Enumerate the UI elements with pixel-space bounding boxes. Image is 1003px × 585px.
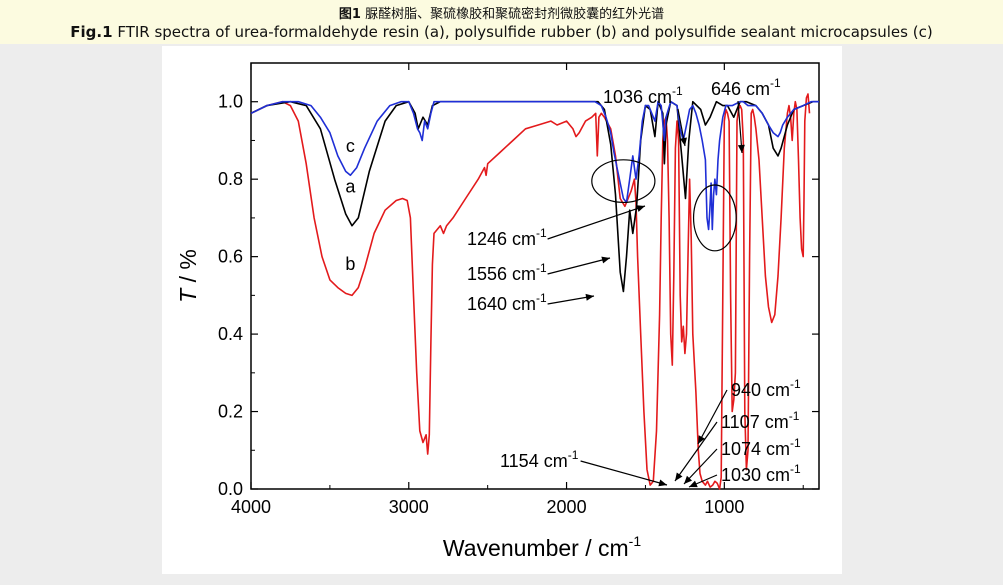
axis-ticks: 4000 3000 2000 1000 0.0 0.2 0.4 0.6 0.8 1.0 <box>218 62 819 517</box>
series-group <box>250 93 819 490</box>
annotation-1074: 1074 cm-1 <box>721 436 801 459</box>
annotation-1107: 1107 cm-1 <box>721 409 800 432</box>
y-tick-label-5: 1.0 <box>218 92 243 112</box>
series-labels: a b c <box>345 136 356 274</box>
series-line-b <box>250 93 811 490</box>
figure-panel: 4000 3000 2000 1000 0.0 0.2 0.4 0.6 0.8 1.0 a b c 1… <box>162 46 842 574</box>
annotation-arrowhead-1154 <box>658 479 667 487</box>
annotation-1640: 1640 cm-1 <box>467 291 547 314</box>
annotation-1154: 1154 cm-1 <box>500 448 579 471</box>
plot-frame <box>250 62 820 490</box>
annotation-arrow-1107 <box>674 421 718 482</box>
series-line-c <box>250 100 819 231</box>
x-tick-label-2000: 2000 <box>547 497 587 517</box>
x-axis-label: Wavenumber / cm-1 <box>443 533 641 561</box>
y-tick-label-1: 0.2 <box>218 402 243 422</box>
annotation-940: 940 cm-1 <box>731 377 801 400</box>
annotation-arrow-1154 <box>580 460 668 486</box>
series-label-b: b <box>345 254 355 274</box>
figure-caption: 图1 脲醛树脂、聚硫橡胶和聚硫密封剂微胶囊的红外光谱 Fig.1 FTIR sp… <box>0 0 1003 44</box>
peak-annotations: 1036 cm-1 646 cm-1 1246 cm-1 1556 cm-1 1640 … <box>467 76 801 488</box>
annotation-1036: 1036 cm-1 <box>603 84 683 107</box>
caption-en-label: Fig.1 <box>70 23 113 41</box>
annotation-arrowhead-1640 <box>585 293 594 301</box>
annotation-arrowhead-1107 <box>675 472 683 481</box>
highlight-ellipses <box>591 159 737 252</box>
annotation-arrowhead-1030 <box>689 480 698 488</box>
ftir-chart: 4000 3000 2000 1000 0.0 0.2 0.4 0.6 0.8 1.0 a b c 1… <box>175 62 820 561</box>
series-label-c: c <box>346 136 355 156</box>
annotation-arrowhead-1556 <box>601 256 610 264</box>
annotation-1246: 1246 cm-1 <box>467 226 547 249</box>
annotation-arrowhead-1074 <box>684 475 693 484</box>
caption-english: Fig.1 FTIR spectra of urea-formaldehyde … <box>0 23 1003 41</box>
annotation-arrowhead-1036 <box>680 137 687 146</box>
annotation-1030: 1030 cm-1 <box>721 462 801 485</box>
series-label-a: a <box>345 177 356 197</box>
annotation-arrowhead-646 <box>737 144 745 153</box>
caption-en-text: FTIR spectra of urea-formaldehyde resin … <box>117 23 933 41</box>
ellipse-1600 <box>591 159 656 204</box>
caption-chinese: 图1 脲醛树脂、聚硫橡胶和聚硫密封剂微胶囊的红外光谱 <box>0 3 1003 22</box>
x-tick-label-4000: 4000 <box>231 497 271 517</box>
annotation-arrow-1246 <box>547 205 646 240</box>
annotation-646: 646 cm-1 <box>711 76 781 99</box>
annotation-arrow-1556 <box>547 257 611 275</box>
x-tick-label-1000: 1000 <box>704 497 744 517</box>
x-tick-label-3000: 3000 <box>389 497 429 517</box>
y-tick-label-3: 0.6 <box>218 247 243 267</box>
annotation-arrow-1074 <box>683 448 718 485</box>
y-tick-label-0: 0.0 <box>218 479 243 499</box>
annotation-1556: 1556 cm-1 <box>467 261 547 284</box>
annotation-arrow-940 <box>697 389 728 445</box>
annotation-arrow-646 <box>737 100 743 154</box>
caption-zh-text: 脲醛树脂、聚硫橡胶和聚硫密封剂微胶囊的红外光谱 <box>365 7 665 22</box>
annotation-arrowhead-1246 <box>636 205 645 212</box>
y-axis-label: T / % <box>175 249 201 303</box>
y-tick-label-4: 0.8 <box>218 169 243 189</box>
ellipse-1080 <box>692 184 737 252</box>
annotation-arrowhead-940 <box>698 435 705 444</box>
y-tick-label-2: 0.4 <box>218 324 243 344</box>
caption-zh-label: 图1 <box>338 7 361 22</box>
